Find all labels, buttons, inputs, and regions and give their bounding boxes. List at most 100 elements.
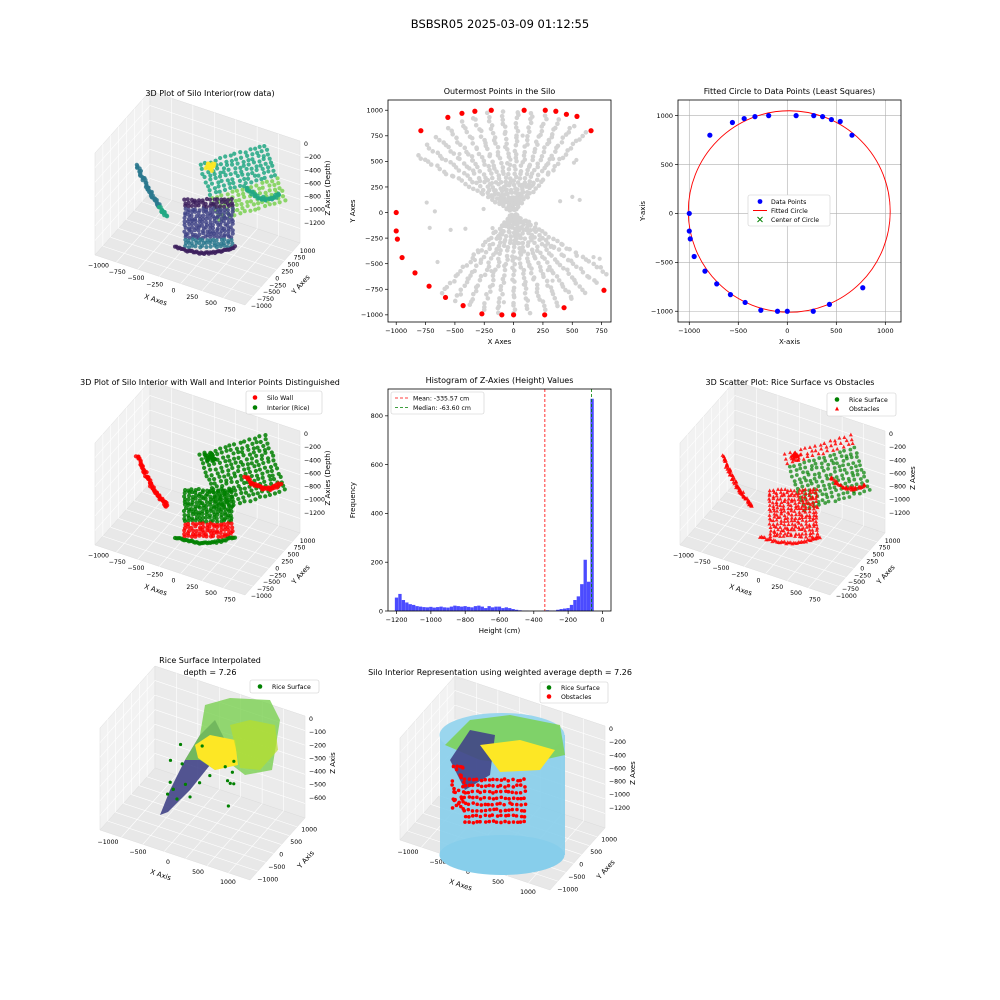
raw-point bbox=[489, 171, 494, 176]
raw-point bbox=[524, 306, 530, 312]
raw-point bbox=[486, 118, 492, 124]
grid-line-floor bbox=[115, 812, 266, 863]
raw-point bbox=[477, 127, 482, 132]
raw-point bbox=[558, 199, 563, 204]
scan-point bbox=[204, 205, 209, 210]
obstacle-point bbox=[506, 789, 511, 794]
raw-point bbox=[570, 194, 575, 199]
raw-point bbox=[469, 154, 475, 159]
rice-surface-point bbox=[792, 479, 797, 484]
scan-point bbox=[218, 509, 224, 514]
grid-line-left bbox=[99, 680, 156, 743]
obstacle-point bbox=[487, 778, 492, 782]
rice-surface-point bbox=[793, 482, 798, 487]
obstacle-point bbox=[522, 796, 526, 800]
grid-line-floor bbox=[201, 228, 258, 291]
scan-point bbox=[254, 453, 259, 458]
raw-point bbox=[482, 162, 487, 167]
obstacle-marker bbox=[797, 512, 802, 517]
obstacle-marker bbox=[786, 530, 791, 535]
scan-point bbox=[266, 446, 271, 451]
obstacle-marker bbox=[793, 506, 798, 510]
raw-point bbox=[545, 283, 550, 288]
scan-point bbox=[228, 185, 233, 190]
raw-point bbox=[424, 200, 429, 205]
rice-surface-point bbox=[828, 472, 833, 477]
raw-point bbox=[475, 248, 480, 253]
y-tick-label: 1000 bbox=[301, 827, 317, 834]
obstacle-point bbox=[490, 813, 495, 817]
scan-point bbox=[230, 465, 235, 471]
raw-point bbox=[482, 179, 487, 185]
raw-point bbox=[490, 197, 495, 203]
scan-point bbox=[238, 165, 243, 171]
raw-point bbox=[473, 161, 478, 167]
raw-point bbox=[527, 179, 533, 184]
scan-point bbox=[277, 489, 282, 494]
scan-point bbox=[223, 154, 228, 159]
raw-point bbox=[443, 157, 449, 163]
data-point bbox=[837, 118, 843, 125]
scan-point bbox=[267, 492, 273, 498]
z-tick-label: −400 bbox=[304, 457, 321, 464]
obstacle-marker bbox=[837, 435, 842, 440]
y-tick-label: −750 bbox=[365, 286, 383, 294]
scan-point bbox=[219, 465, 224, 470]
scan-point bbox=[185, 231, 190, 237]
scan-point bbox=[229, 521, 234, 526]
obstacle-point bbox=[511, 777, 515, 782]
rice-surface-point bbox=[833, 469, 837, 474]
scan-point bbox=[207, 188, 212, 193]
obstacle-point bbox=[498, 809, 503, 813]
obstacle-marker bbox=[811, 503, 816, 508]
obstacle-marker bbox=[805, 451, 810, 456]
obstacle-marker bbox=[725, 466, 730, 471]
grid-line-left bbox=[94, 134, 151, 197]
scan-point bbox=[253, 468, 259, 474]
obstacle-marker bbox=[772, 511, 777, 516]
rice-surface-point bbox=[803, 465, 808, 470]
obstacle-marker bbox=[807, 496, 812, 501]
x-tick-label: 500 bbox=[566, 327, 578, 335]
legend-marker-rice bbox=[257, 684, 263, 689]
x-tick-label: −750 bbox=[694, 559, 711, 566]
obstacle-marker bbox=[801, 457, 806, 461]
scan-point bbox=[186, 204, 191, 209]
obstacle-point bbox=[495, 777, 499, 782]
x-tick-label: −500 bbox=[430, 859, 447, 866]
scan-point bbox=[212, 477, 217, 482]
obstacle-marker bbox=[789, 506, 794, 511]
rice-surface-point bbox=[834, 488, 838, 493]
obstacle-marker bbox=[804, 539, 809, 544]
raw-point bbox=[568, 146, 574, 151]
raw-point bbox=[479, 154, 485, 160]
scan-point bbox=[234, 188, 240, 193]
scan-point bbox=[210, 210, 216, 215]
raw-point bbox=[511, 288, 516, 294]
raw-point bbox=[481, 307, 487, 313]
raw-point bbox=[580, 287, 585, 293]
obstacle-point bbox=[460, 765, 465, 769]
raw-point bbox=[526, 125, 531, 130]
obstacle-marker bbox=[774, 500, 779, 504]
scan-point bbox=[190, 209, 195, 215]
grid-line-floor bbox=[786, 518, 843, 581]
scan-point bbox=[189, 502, 194, 507]
scan-point bbox=[257, 186, 262, 191]
raw-point bbox=[496, 263, 501, 269]
z-tick-label: 0 bbox=[304, 141, 308, 148]
obstacle-point bbox=[475, 809, 479, 813]
scan-point bbox=[221, 218, 226, 224]
obstacle-marker bbox=[788, 493, 793, 497]
raw-point bbox=[507, 240, 513, 246]
obstacle-marker bbox=[782, 513, 787, 518]
raw-point bbox=[457, 151, 462, 157]
legend-label-rice: Rice Surface bbox=[561, 685, 600, 692]
obstacle-marker bbox=[810, 496, 815, 501]
obstacle-marker bbox=[844, 486, 849, 491]
raw-point bbox=[533, 186, 538, 191]
raw-point bbox=[501, 243, 507, 249]
scan-point bbox=[203, 493, 209, 498]
scan-point bbox=[218, 530, 223, 535]
